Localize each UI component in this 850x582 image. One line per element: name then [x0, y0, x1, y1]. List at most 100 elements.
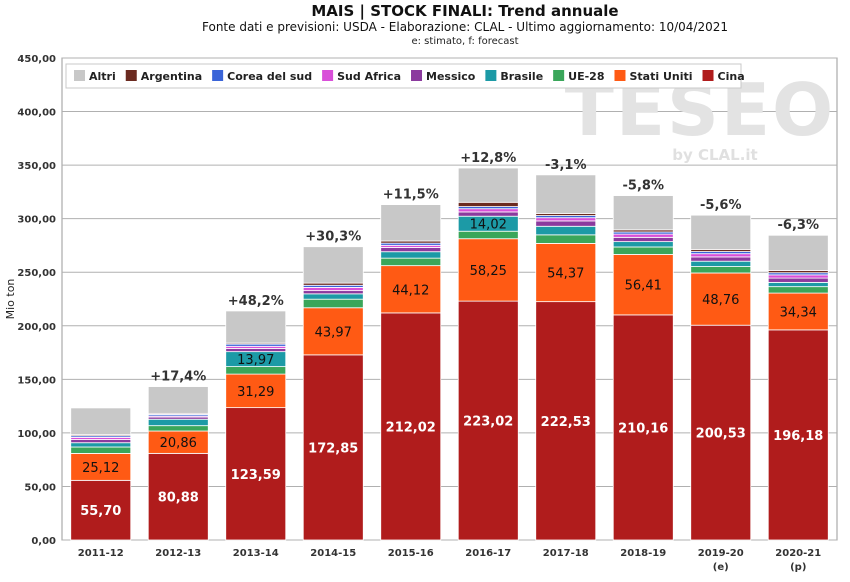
bar-segment-altri [302, 246, 364, 284]
growth-label: +11,5% [383, 188, 439, 203]
bar-segment-stati-uniti [535, 243, 597, 303]
bar-segment-sud-africa [767, 274, 829, 279]
bar-segment-sud-africa [302, 287, 364, 292]
bar-segment-stati-uniti [380, 265, 442, 314]
bar-segment-messico [457, 211, 519, 217]
y-axis-label: Mio ton [4, 279, 17, 320]
bar-segment-ue-28 [612, 246, 674, 255]
legend-swatch [212, 70, 224, 81]
bar-segment-altri [70, 407, 132, 436]
bar-segment-brasile [767, 281, 829, 288]
bar-segment-altri [147, 386, 209, 414]
data-label: 58,25 [470, 264, 507, 279]
bar-segment-sud-africa [612, 233, 674, 238]
chart-title: MAIS | STOCK FINALI: Trend annuale [311, 2, 619, 20]
legend-swatch [553, 70, 565, 81]
data-label: 13,97 [237, 353, 274, 368]
y-tick-label: 450,00 [17, 54, 56, 65]
growth-label: +30,3% [305, 230, 361, 245]
bar-segment-altri [380, 204, 442, 242]
legend-item: Argentina [141, 70, 202, 83]
data-label: 212,02 [386, 420, 436, 435]
data-label: 43,97 [315, 325, 352, 340]
data-label: 200,53 [696, 427, 746, 442]
bar-segment-messico [70, 439, 132, 444]
bar-segment-stati-uniti [457, 238, 519, 302]
growth-label: -5,6% [700, 198, 741, 213]
bar-segment-brasile [690, 260, 752, 267]
x-tick-label: 2015-16 [388, 548, 434, 559]
bar-segment-cina [225, 407, 287, 541]
bar-segment-messico [612, 236, 674, 243]
bar-segment-ue-28 [767, 286, 829, 294]
bar-segment-cina [767, 329, 829, 541]
bar-segment-brasile [70, 442, 132, 448]
bar-segment-altri [457, 167, 519, 203]
bar-segment-messico [535, 220, 597, 227]
y-tick-label: 50,00 [24, 482, 56, 493]
bar-segment-cina [70, 479, 132, 541]
growth-label: +12,8% [460, 151, 516, 166]
bar-segment-stati-uniti [612, 254, 674, 316]
bar-segment-sud-africa [457, 208, 519, 213]
legend-item: Brasile [500, 70, 543, 83]
bar-segment-stati-uniti [690, 272, 752, 326]
data-label: 222,53 [541, 415, 591, 430]
data-label: 14,02 [470, 218, 507, 233]
legend-swatch [74, 70, 85, 81]
bar-segment-brasile [147, 418, 209, 427]
bar-segment-cina [302, 354, 364, 541]
legend-box [65, 63, 742, 89]
x-tick-sublabel: (p) [790, 562, 806, 573]
bar-segment-messico [767, 277, 829, 283]
data-label: 123,59 [231, 468, 281, 483]
legend-item: UE-28 [568, 70, 604, 83]
y-tick-label: 250,00 [17, 268, 56, 279]
x-tick-label: 2017-18 [543, 548, 589, 559]
x-tick-label: 2019-20 [698, 548, 744, 559]
bar-segment-stati-uniti [70, 453, 132, 481]
growth-label: +48,2% [228, 294, 284, 309]
data-label: 48,76 [702, 293, 739, 308]
legend-swatch [322, 70, 334, 81]
data-label: 54,37 [547, 267, 584, 282]
growth-label: -6,3% [778, 218, 819, 233]
x-tick-label: 2016-17 [465, 548, 511, 559]
growth-label: -3,1% [545, 158, 586, 173]
bar-segment-altri [690, 214, 752, 250]
data-label: 34,34 [780, 305, 817, 320]
bar-segment-messico [380, 247, 442, 253]
bar-segment-ue-28 [535, 234, 597, 244]
x-tick-label: 2018-19 [620, 548, 666, 559]
bar-segment-cina [535, 301, 597, 541]
legend-swatch [702, 70, 714, 81]
bar-segment-messico [302, 290, 364, 295]
data-label: 44,12 [392, 283, 429, 298]
bar-segment-ue-28 [302, 298, 364, 309]
x-tick-label: 2011-12 [78, 548, 124, 559]
bar-segment-brasile [612, 241, 674, 248]
x-tick-label: 2020-21 [775, 548, 821, 559]
data-label: 172,85 [308, 441, 358, 456]
legend-swatch [411, 70, 423, 81]
legend-item: Messico [426, 70, 476, 83]
data-label: 25,12 [82, 461, 119, 476]
x-tick-label: 2014-15 [310, 548, 356, 559]
y-tick-label: 400,00 [17, 108, 56, 119]
data-label: 223,02 [463, 415, 513, 430]
y-tick-label: 200,00 [17, 322, 56, 333]
data-label: 196,18 [773, 429, 823, 444]
bar-segment-sud-africa [535, 217, 597, 222]
bar-segment-cina [380, 312, 442, 541]
bar-segment-argentina [457, 201, 519, 207]
bar-segment-messico [225, 348, 287, 353]
bar-segment-brasile [380, 251, 442, 259]
bar-segment-cina [457, 300, 519, 541]
legend-swatch [614, 70, 626, 81]
y-tick-label: 350,00 [17, 161, 56, 172]
bar-segment-ue-28 [147, 425, 209, 432]
bar-segment-stati-uniti [767, 292, 829, 331]
bar-segment-altri [225, 310, 287, 344]
bar-segment-cina [690, 324, 752, 541]
